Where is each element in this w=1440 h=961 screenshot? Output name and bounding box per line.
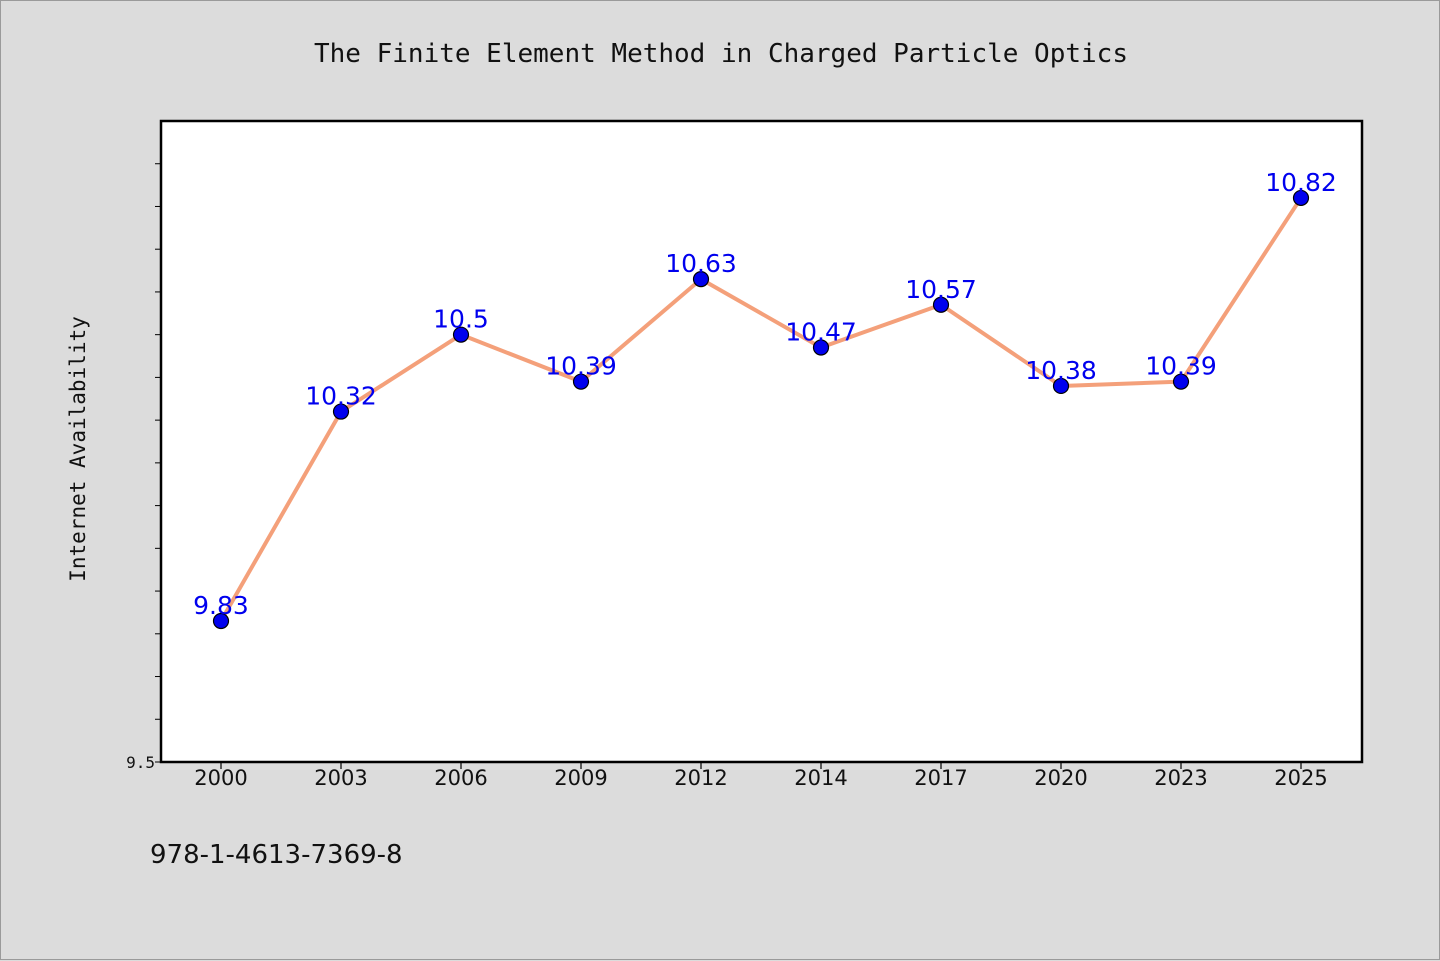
data-label: 10.39 [545,352,617,381]
x-tick-label: 2009 [554,766,607,790]
data-point [692,271,710,288]
x-tick-label: 2023 [1154,766,1207,790]
data-point [932,296,950,313]
y-axis-ticks: 9.5 [126,163,161,772]
data-point [1292,189,1310,207]
data-label: 10.57 [905,275,977,304]
x-tick-label: 2000 [194,766,247,790]
x-tick-label: 2025 [1274,766,1327,790]
data-label: 10.82 [1265,168,1337,197]
data-point [812,339,830,356]
x-tick-label: 2017 [914,766,967,790]
data-label: 10.39 [1145,352,1217,381]
isbn-footer: 978-1-4613-7369-8 [150,840,403,870]
series-line [219,195,1303,623]
series-group [212,189,1310,630]
data-point [332,403,350,420]
data-label: 10.5 [433,305,489,334]
data-label: 10.38 [1025,356,1097,385]
chart-title: The Finite Element Method in Charged Par… [314,39,1128,69]
data-point [452,326,470,343]
data-label: 10.63 [665,249,737,278]
data-labels: 9.83 10.32 10.5 10.39 10.63 10.47 10.57 10.38 10… [193,168,1337,620]
x-tick-label: 2006 [434,766,487,790]
data-point [1052,377,1070,395]
x-tick-label: 2003 [314,766,367,790]
x-tick-label: 2020 [1034,766,1087,790]
y-axis-label: Internet Availability [66,316,90,582]
data-point [572,373,590,390]
data-label: 10.32 [305,382,377,411]
y-tick-label: 9.5 [126,753,155,772]
x-axis-ticks: 2000 2003 2006 2009 2012 2014 2017 2020 2023 2025 [194,762,1328,790]
data-point [1172,373,1190,390]
x-tick-label: 2012 [674,766,727,790]
plot-area [159,119,1364,764]
x-tick-label: 2014 [794,766,847,790]
data-label: 10.47 [785,317,857,346]
data-point [212,612,230,630]
data-label: 9.83 [193,591,249,620]
